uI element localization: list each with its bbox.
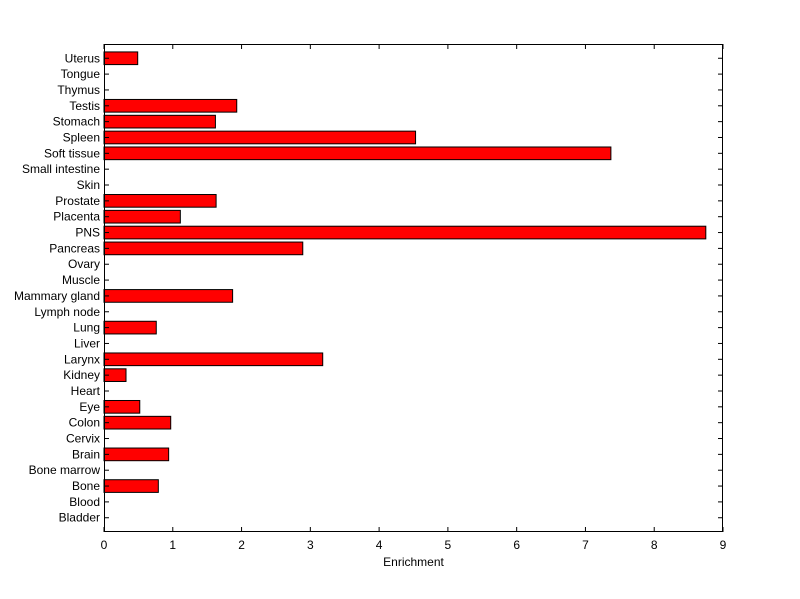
y-tick-label: Lymph node xyxy=(34,305,100,319)
x-axis-label: Enrichment xyxy=(383,555,444,569)
y-tick-label: Prostate xyxy=(55,194,100,208)
x-tick-label: 7 xyxy=(582,538,589,552)
y-tick-label: Spleen xyxy=(63,130,100,144)
x-tick-label: 5 xyxy=(445,538,452,552)
bar-prostate xyxy=(103,194,217,208)
x-tick-label: 6 xyxy=(513,538,520,552)
x-tick-label: 0 xyxy=(101,538,108,552)
y-tick-label: Liver xyxy=(74,336,100,350)
y-tick-label: Mammary gland xyxy=(14,289,100,303)
y-tick-label: Stomach xyxy=(53,115,100,129)
x-tick-label: 8 xyxy=(651,538,658,552)
x-tick-label: 1 xyxy=(169,538,176,552)
bar-mammary-gland xyxy=(103,289,234,303)
y-tick-label: Ovary xyxy=(68,257,100,271)
y-tick-label: PNS xyxy=(75,226,100,240)
y-tick-label: Skin xyxy=(77,178,100,192)
bar-eye xyxy=(103,399,141,414)
x-tick-label: 3 xyxy=(307,538,314,552)
y-tick-label: Pancreas xyxy=(49,241,100,255)
y-tick-label: Muscle xyxy=(62,273,100,287)
bar-larynx xyxy=(103,352,324,367)
bar-colon xyxy=(103,415,172,430)
x-tick-label: 2 xyxy=(238,538,245,552)
y-tick-label: Testis xyxy=(69,99,100,113)
bar-pns xyxy=(103,225,707,240)
plot-frame xyxy=(104,44,723,532)
y-tick-label: Eye xyxy=(79,400,100,414)
y-tick-label: Cervix xyxy=(66,432,100,446)
y-tick-label: Small intestine xyxy=(22,162,100,176)
bar-brain xyxy=(103,447,170,462)
y-tick-label: Bladder xyxy=(59,511,100,525)
bar-lung xyxy=(103,320,157,335)
bar-placenta xyxy=(103,209,181,224)
y-tick-label: Lung xyxy=(73,321,100,335)
y-tick-label: Bone marrow xyxy=(29,463,101,477)
bar-soft-tissue xyxy=(103,146,612,161)
x-tick-labels: 0 1 2 3 4 5 6 7 8 9 xyxy=(101,538,727,552)
y-tick-label: Kidney xyxy=(63,368,100,382)
y-tick-label: Bone xyxy=(72,479,100,493)
y-tick-label: Thymus xyxy=(57,83,100,97)
bar-uterus xyxy=(103,51,139,66)
x-tick-label: 4 xyxy=(376,538,383,552)
x-tick-label: 9 xyxy=(720,538,727,552)
y-tick-label: Heart xyxy=(71,384,101,398)
y-tick-label: Uterus xyxy=(65,51,100,65)
y-tick-label: Placenta xyxy=(53,210,100,224)
y-tick-label: Colon xyxy=(69,416,100,430)
y-tick-label: Blood xyxy=(69,495,100,509)
y-tick-label: Brain xyxy=(72,447,100,461)
y-tick-label: Larynx xyxy=(64,352,100,366)
bar-spleen xyxy=(103,130,417,145)
y-tick-label: Soft tissue xyxy=(44,146,100,160)
y-tick-label: Tongue xyxy=(61,67,101,81)
bar-bone xyxy=(103,479,159,493)
bar-stomach xyxy=(103,114,216,129)
bar-pancreas xyxy=(103,241,304,256)
bar-testis xyxy=(103,98,238,113)
